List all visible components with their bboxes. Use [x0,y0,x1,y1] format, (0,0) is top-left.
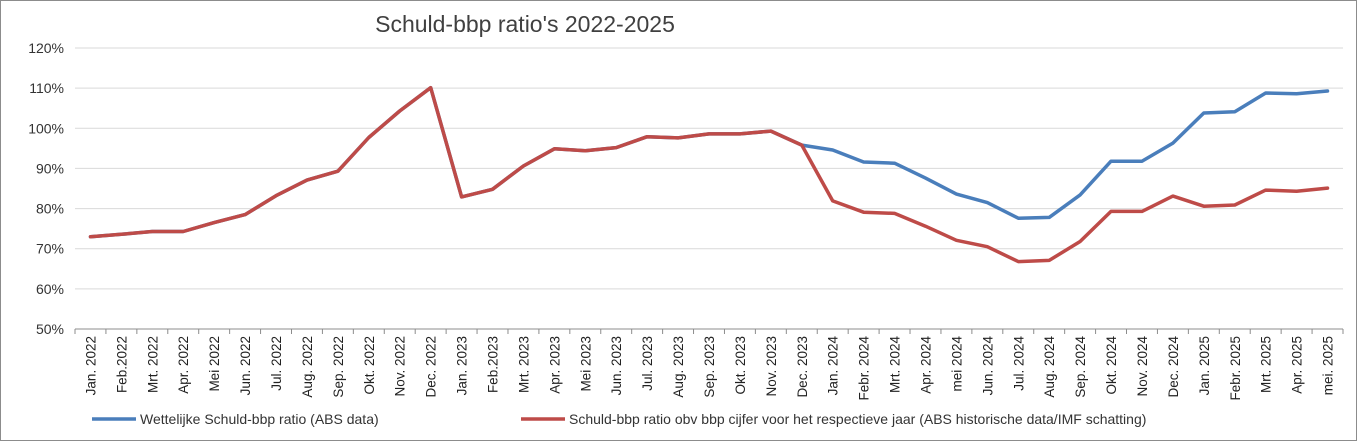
x-tick-label: Mrt. 2023 [516,336,531,393]
gridlines [75,47,1343,330]
x-tick-label: Jul. 2022 [269,336,284,391]
x-tick-label: Feb.2022 [114,336,129,393]
y-tick-label: 50% [36,321,64,337]
x-tick-label: Jan. 2023 [455,336,470,395]
x-tick-label: Mei 2022 [207,336,222,392]
x-tick-label: mei 2024 [949,336,964,392]
y-tick-label: 60% [36,281,64,297]
x-tick-label: Aug. 2022 [300,336,315,398]
y-tick-label: 70% [36,241,64,257]
x-tick-label: Mrt. 2022 [145,336,160,393]
x-tick-label: Jan. 2022 [83,336,98,395]
x-tick-label: Aug. 2023 [671,336,686,398]
x-tick-label: Apr. 2023 [547,336,562,394]
x-tick-label: Dec. 2024 [1166,336,1181,398]
series-line-1 [88,85,1330,239]
x-tick-label: Sep. 2022 [331,336,346,398]
legend: Wettelijke Schuld-bbp ratio (ABS data) Sc… [92,411,1146,427]
x-tick-label: Febr. 2025 [1228,336,1243,401]
x-tick-label: Okt. 2022 [362,336,377,395]
x-tick-label: Sep. 2024 [1073,336,1088,398]
x-tick-label: Mrt. 2024 [888,336,903,394]
x-tick-label: Sep. 2023 [702,336,717,398]
x-tick-label: Mrt. 2025 [1259,336,1274,393]
x-tick-label: Apr. 2024 [918,336,933,394]
y-tick-label: 110% [29,80,64,96]
x-tick-label: Mei 2023 [578,336,593,392]
x-tick-label: Dec. 2023 [795,336,810,398]
x-tick-label: Jun. 2024 [980,336,995,396]
chart-title: Schuld-bbp ratio's 2022-2025 [375,11,675,37]
x-axis: Jan. 2022 Feb.2022 Mrt. 2022 Apr. 2022 Mei 2… [74,329,1344,401]
series-line-2 [88,85,1330,264]
x-tick-label: Jan. 2024 [826,336,841,396]
y-tick-label: 100% [28,120,64,136]
x-tick-label: Dec. 2022 [424,336,439,398]
x-tick-label: Feb.2023 [486,336,501,393]
x-tick-label: Jan. 2025 [1197,336,1212,395]
x-tick-label: Apr. 2025 [1290,336,1305,394]
x-tick-label: Nov. 2022 [393,336,408,397]
x-tick-label: Jul. 2024 [1011,336,1026,391]
x-tick-label: Aug. 2024 [1042,336,1057,398]
x-tick-label: Apr. 2022 [176,336,191,394]
x-tick-label: Nov. 2023 [764,336,779,397]
legend-label-2: Schuld-bbp ratio obv bbp cijfer voor het… [569,411,1146,427]
series-lines [88,85,1330,264]
legend-label-1: Wettelijke Schuld-bbp ratio (ABS data) [140,411,379,427]
y-tick-label: 120% [28,40,64,56]
x-tick-label: Febr. 2024 [857,336,872,401]
x-tick-label: Okt. 2024 [1104,336,1119,395]
y-tick-label: 80% [36,201,64,217]
x-tick-label: mei. 2025 [1321,336,1336,395]
x-tick-label: Okt. 2023 [733,336,748,395]
y-axis: 50% 60% 70% 80% 90% 100% 110% 120% [28,40,64,337]
y-tick-label: 90% [36,160,64,176]
x-tick-label: Jul. 2023 [640,336,655,391]
x-tick-label: Nov. 2024 [1135,336,1150,397]
x-tick-label: Jun. 2023 [609,336,624,395]
x-tick-label: Jun. 2022 [238,336,253,395]
